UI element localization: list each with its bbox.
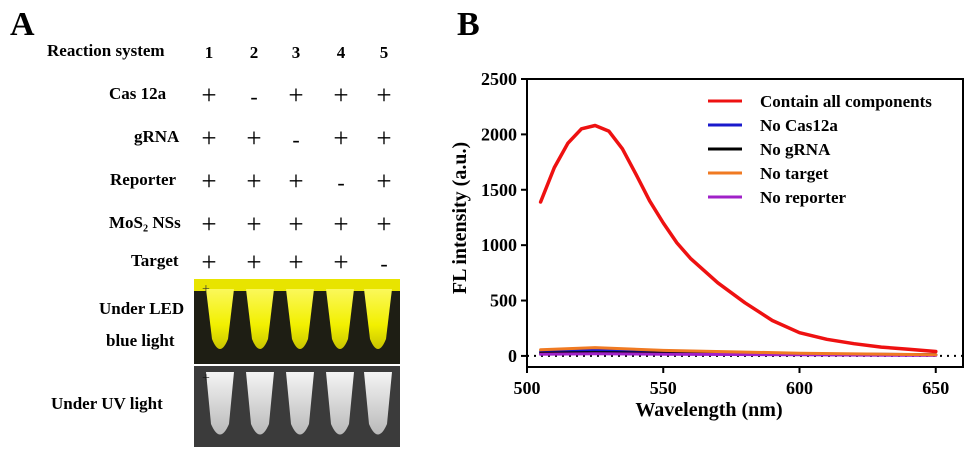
column-header-5: 5 (379, 43, 389, 62)
led-tube-3 (286, 289, 314, 349)
plot-frame (526, 78, 964, 368)
panel-a-letter: A (10, 6, 35, 43)
row-label-reporter: Reporter (110, 170, 177, 189)
y-tick-label: 2500 (481, 69, 517, 89)
mark-reporter-1: + (201, 166, 217, 196)
mark-grna-1: + (201, 123, 217, 153)
chart-series-group (538, 123, 938, 357)
column-header-1: 1 (204, 43, 214, 62)
y-tick-label: 2000 (481, 124, 517, 144)
x-tick-label: 550 (650, 378, 677, 398)
mark-grna-4: + (333, 123, 349, 153)
mark-mos2-1: + (201, 209, 217, 239)
mark-reporter-5: + (376, 166, 392, 196)
chart-legend: Contain all components No Cas12a No gRNA No… (708, 92, 932, 207)
row-label-target: Target (131, 251, 179, 270)
x-tick-label: 600 (786, 378, 813, 398)
series-line-contain-all-components (538, 123, 938, 354)
uv-marker: + (202, 371, 210, 386)
led-label-line2: blue light (106, 331, 175, 350)
legend-label: No target (760, 164, 829, 183)
y-axis-label: FL intensity (a.u.) (449, 142, 471, 294)
mark-cas12a-4: + (333, 80, 349, 110)
mark-grna-2: + (246, 123, 262, 153)
column-header-4: 4 (336, 43, 346, 62)
mark-target-5: - (380, 251, 388, 276)
led-tube-1 (206, 289, 234, 349)
mark-mos2-4: + (333, 209, 349, 239)
x-tick-label: 650 (922, 378, 949, 398)
row-label-mos2: MoS₂ NSs (109, 213, 181, 232)
uv-tube-2 (246, 372, 274, 435)
chart-ticks-group: 500 550 600 650 0 500 1000 1500 2000 2500 (481, 69, 949, 398)
uv-tube-1 (206, 372, 234, 435)
uv-tube-5 (364, 372, 392, 435)
y-tick-label: 1500 (481, 180, 517, 200)
led-tube-5 (364, 289, 392, 349)
y-tick-label: 500 (490, 291, 517, 311)
series-line-no-target (539, 346, 938, 357)
column-header-3: 3 (291, 43, 301, 62)
mark-cas12a-2: - (250, 84, 258, 109)
column-header-2: 2 (249, 43, 259, 62)
led-label-line1: Under LED (99, 299, 185, 318)
mark-target-3: + (288, 247, 304, 277)
x-axis-label: Wavelength (nm) (635, 399, 782, 421)
led-tubes-illustration: + (194, 279, 400, 364)
mark-reporter-3: + (288, 166, 304, 196)
row-label-cas12a: Cas 12a (109, 84, 167, 103)
led-marker: + (202, 282, 210, 297)
uv-label: Under UV light (51, 394, 163, 413)
reaction-system-header: Reaction system (47, 41, 165, 60)
x-tick-label: 500 (514, 378, 541, 398)
mark-mos2-2: + (246, 209, 262, 239)
led-tube-4 (326, 289, 354, 349)
mark-mos2-5: + (376, 209, 392, 239)
legend-label: Contain all components (760, 92, 932, 111)
mark-target-1: + (201, 247, 217, 277)
uv-tubes-illustration: + (194, 366, 400, 447)
row-label-grna: gRNA (134, 127, 180, 146)
mark-grna-5: + (376, 123, 392, 153)
mark-reporter-2: + (246, 166, 262, 196)
mark-cas12a-5: + (376, 80, 392, 110)
led-tube-2 (246, 289, 274, 349)
mark-grna-3: - (292, 127, 300, 152)
legend-label: No Cas12a (760, 116, 838, 135)
mark-reporter-4: - (337, 170, 345, 195)
chart-frame (526, 78, 964, 368)
mark-target-4: + (333, 247, 349, 277)
y-tick-label: 1000 (481, 235, 517, 255)
mark-cas12a-3: + (288, 80, 304, 110)
uv-tube-3 (286, 372, 314, 435)
mark-cas12a-1: + (201, 80, 217, 110)
y-tick-label: 0 (508, 346, 517, 366)
mark-mos2-3: + (288, 209, 304, 239)
uv-tube-4 (326, 372, 354, 435)
led-blue-light-photo: + (194, 279, 400, 364)
mark-target-2: + (246, 247, 262, 277)
uv-light-photo: + (194, 366, 400, 447)
panel-b-letter: B (457, 6, 480, 43)
legend-label: No reporter (760, 188, 847, 207)
legend-label: No gRNA (760, 140, 831, 159)
